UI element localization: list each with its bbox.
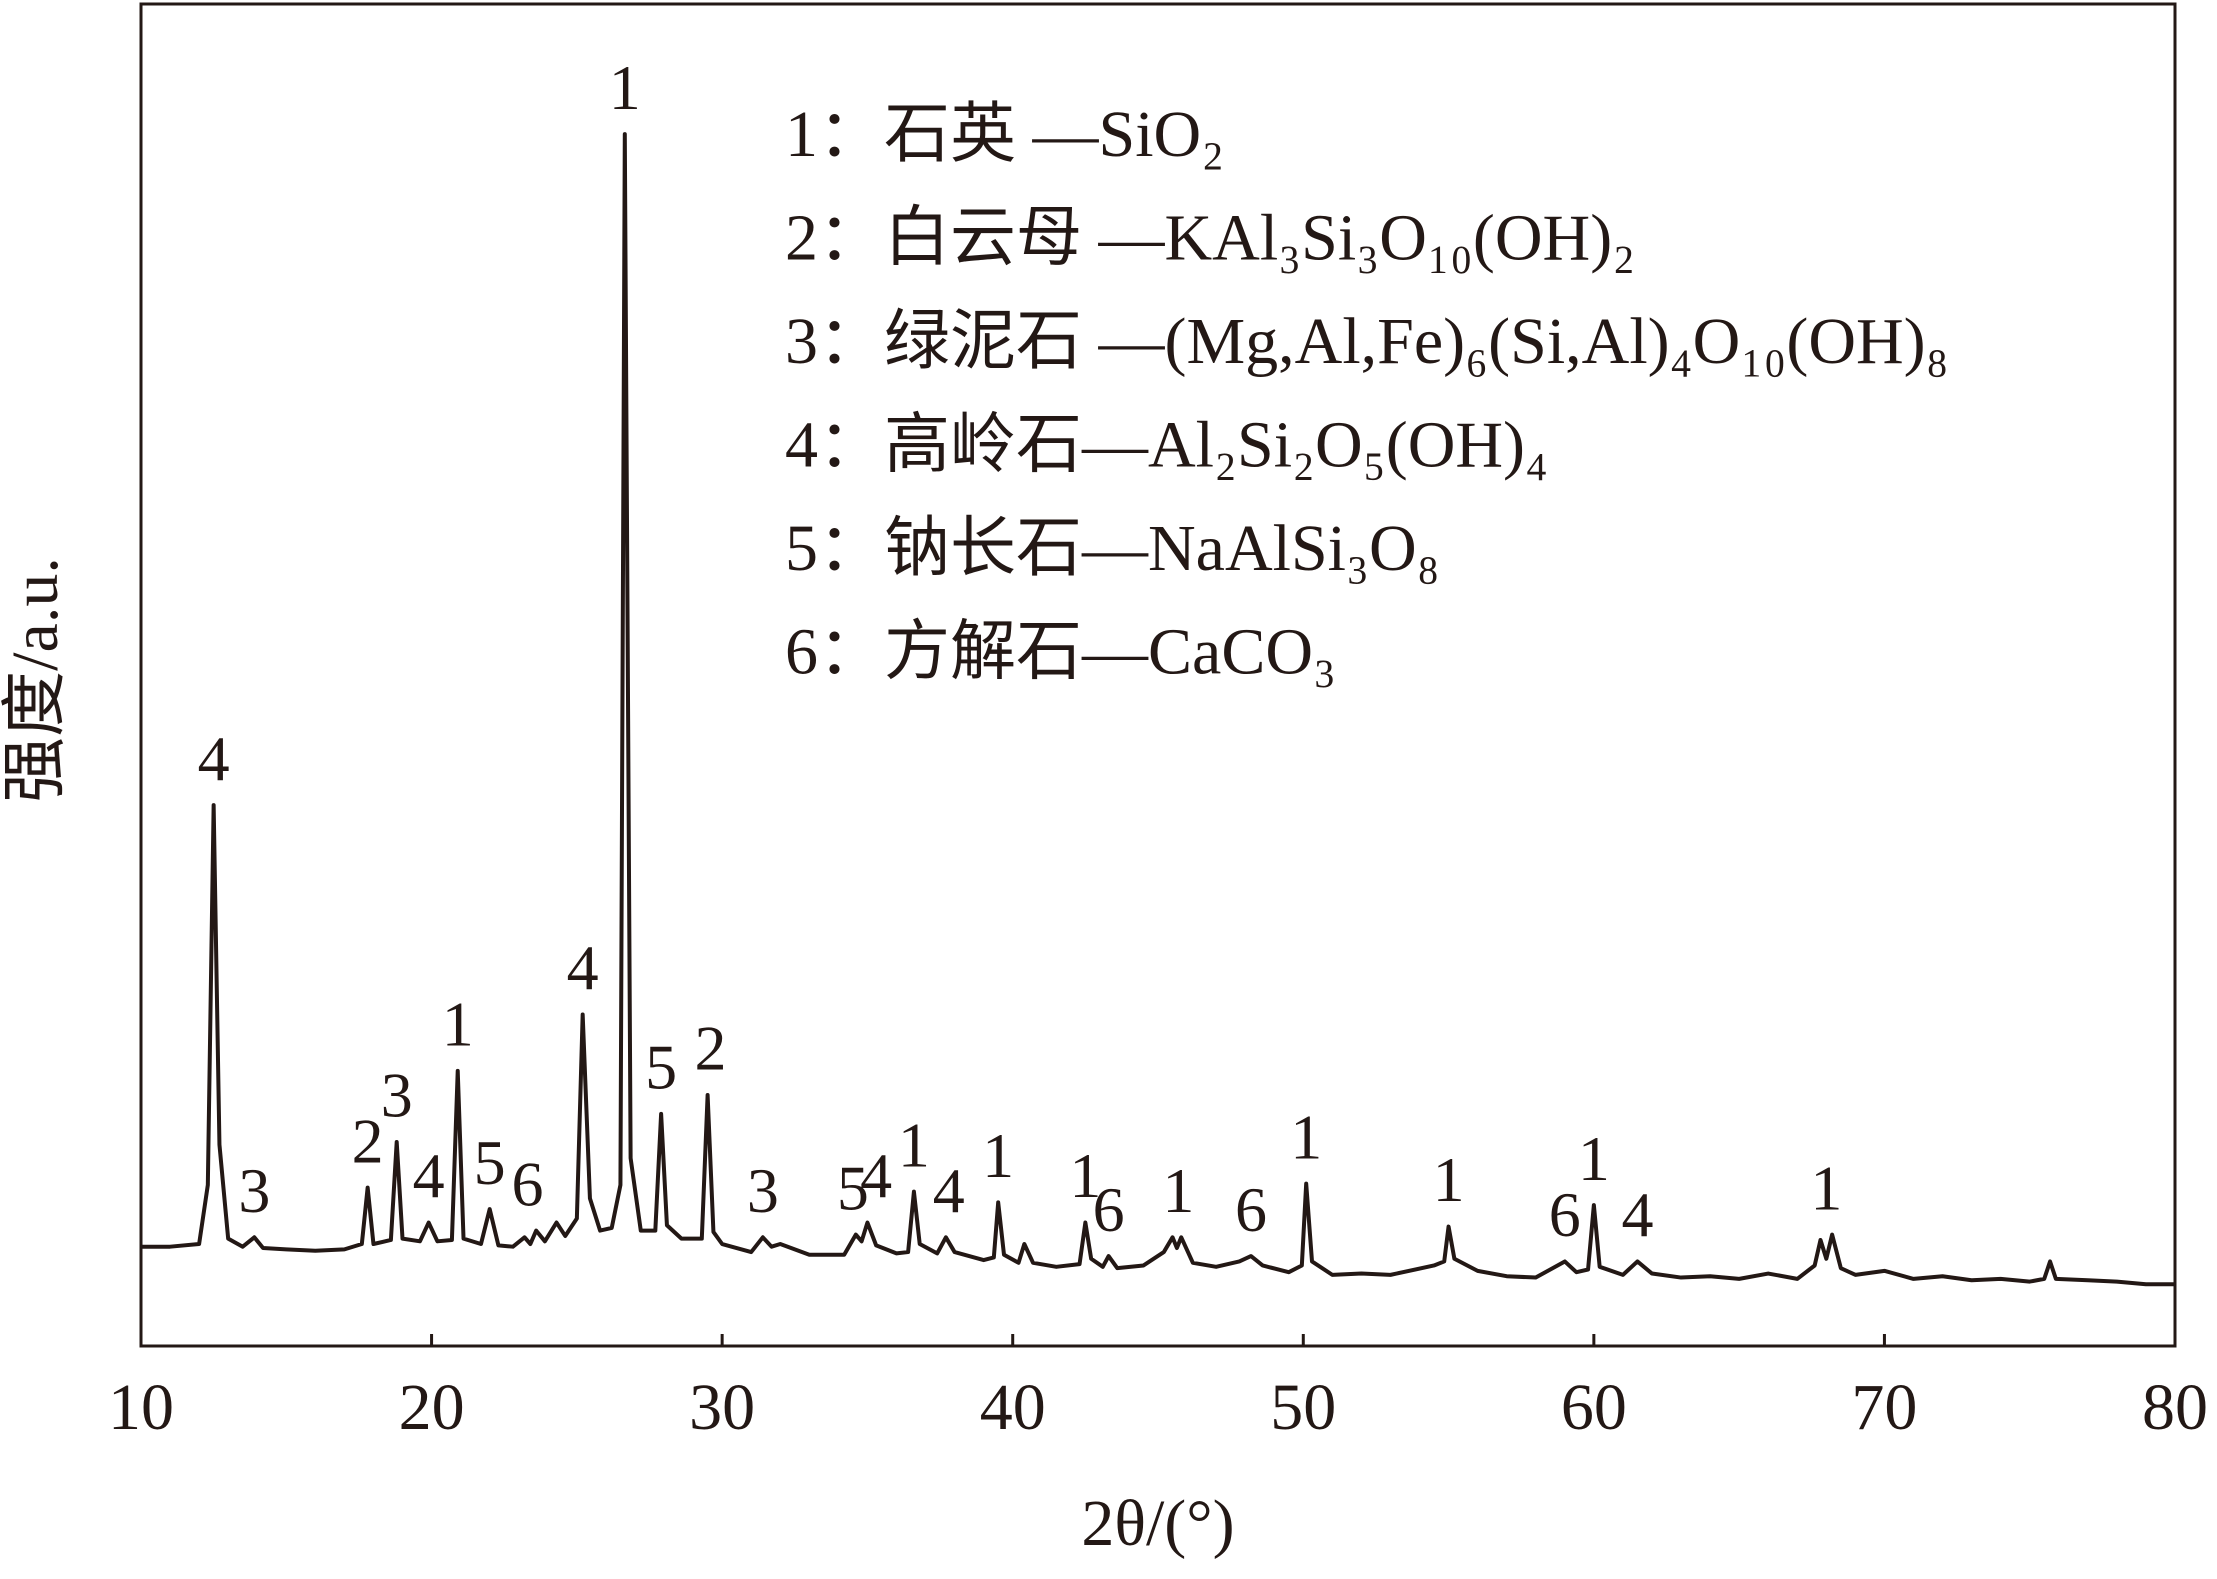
peak-label: 1 [1433, 1144, 1465, 1215]
legend-entry: 1：石英 —SiO₂ [785, 98, 1224, 171]
peak-label: 1 [898, 1109, 930, 1180]
legend-entry: 6：方解石—CaCO₃ [785, 616, 1336, 689]
peak-label: 2 [695, 1013, 727, 1084]
peak-label: 2 [352, 1105, 384, 1176]
x-tick-label: 40 [980, 1371, 1046, 1444]
peak-label: 1 [1810, 1152, 1842, 1223]
peak-label: 1 [442, 989, 474, 1060]
peak-label: 4 [933, 1155, 965, 1226]
peak-label: 4 [413, 1140, 445, 1211]
peak-label: 1 [1162, 1155, 1194, 1226]
legend-entry: 4：高岭石—Al₂Si₂O₅(OH)₄ [785, 409, 1548, 482]
legend-entry: 3：绿泥石 —(Mg,Al,Fe)₆(Si,Al)₄O₁₀(OH)₈ [785, 305, 1949, 378]
x-axis-label: 2θ/(°) [1081, 1487, 1234, 1560]
plot-frame [139, 2, 2177, 1348]
legend-entry: 5：钠长石—NaAlSi₃O₈ [785, 512, 1440, 585]
xrd-line [141, 132, 2175, 1287]
x-tick-label: 80 [2142, 1371, 2208, 1444]
x-tick-label: 20 [399, 1371, 465, 1444]
y-axis-label: 强度/a.u. [0, 557, 72, 803]
peak-label: 6 [511, 1148, 543, 1219]
peak-label: 5 [837, 1152, 869, 1223]
peak-label: 4 [860, 1140, 892, 1211]
peak-label: 1 [1069, 1140, 1101, 1211]
peak-label: 1 [609, 52, 641, 123]
peak-label: 6 [1093, 1174, 1125, 1245]
peak-label: 3 [238, 1155, 270, 1226]
x-tick-label: 30 [689, 1371, 755, 1444]
x-tick-label: 50 [1270, 1371, 1336, 1444]
peak-label: 5 [474, 1127, 506, 1198]
peak-label: 6 [1235, 1174, 1267, 1245]
x-tick-label: 10 [108, 1371, 174, 1444]
peak-label: 4 [1621, 1179, 1653, 1250]
peak-label: 5 [645, 1032, 677, 1103]
peak-label: 3 [381, 1060, 413, 1131]
peak-label: 4 [198, 723, 230, 794]
peak-label: 3 [747, 1155, 779, 1226]
x-tick-label: 60 [1561, 1371, 1627, 1444]
peak-label: 1 [982, 1120, 1014, 1191]
x-tick-label: 70 [1851, 1371, 1917, 1444]
peak-label: 1 [1290, 1101, 1322, 1172]
peak-label: 1 [1578, 1123, 1610, 1194]
peak-label: 6 [1549, 1179, 1581, 1250]
legend-entry: 2：白云母 —KAl₃Si₃O₁₀(OH)₂ [785, 202, 1635, 275]
peak-label: 4 [567, 932, 599, 1003]
